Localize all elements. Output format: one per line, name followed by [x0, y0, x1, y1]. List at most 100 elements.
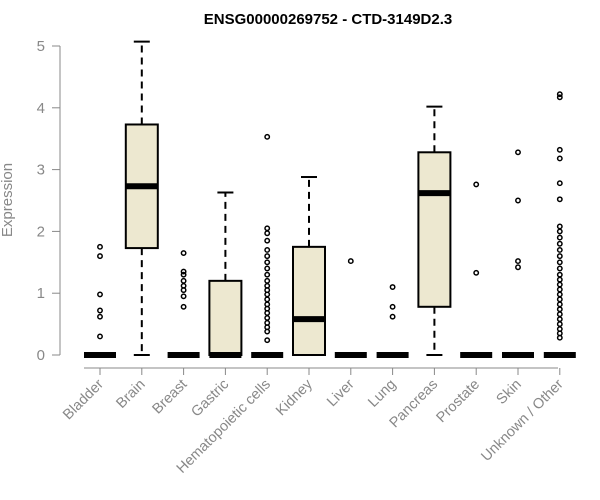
box-group — [543, 91, 576, 358]
box-series — [84, 40, 576, 358]
x-tick-label: Lung — [365, 377, 399, 411]
outlier-point — [556, 196, 563, 203]
outlier-point — [556, 316, 563, 323]
outlier-point — [556, 281, 563, 288]
outlier-point — [97, 253, 103, 260]
y-tick-label: 4 — [37, 100, 45, 117]
box-body — [292, 245, 326, 357]
box-group — [208, 191, 243, 358]
outlier-point — [515, 258, 521, 265]
outlier-point — [180, 282, 187, 289]
outlier-point — [556, 321, 563, 328]
box-group — [502, 149, 534, 358]
box-group — [167, 250, 200, 358]
y-axis-ticks: 0 1 2 3 4 5 — [37, 38, 60, 364]
outlier-point — [264, 237, 271, 244]
y-tick-label: 1 — [37, 285, 45, 302]
outlier-point — [264, 133, 271, 140]
x-tick-label: Breast — [149, 377, 190, 418]
outlier-point — [264, 301, 271, 308]
outlier-point — [473, 181, 480, 188]
outlier-point — [515, 197, 521, 204]
box-body — [208, 279, 243, 356]
outlier-point — [556, 146, 563, 153]
outlier-point — [556, 240, 563, 247]
outlier-point — [264, 265, 271, 272]
y-tick-label: 0 — [37, 347, 45, 364]
outlier-point — [556, 253, 563, 260]
outlier-point — [264, 337, 271, 344]
outlier-point — [556, 306, 563, 313]
x-tick-label: Prostate — [434, 377, 483, 426]
box-group — [460, 181, 493, 358]
outlier-point — [556, 180, 563, 187]
outlier-point — [556, 311, 563, 318]
outlier-point — [556, 296, 563, 303]
outlier-point — [180, 303, 187, 310]
x-tick-label: Liver — [324, 376, 358, 410]
outlier-point — [264, 296, 271, 303]
x-tick-label: Skin — [494, 377, 525, 408]
outlier-point — [264, 246, 271, 253]
chart-title: ENSG00000269752 - CTD-3149D2.3 — [204, 11, 452, 28]
box-group — [292, 176, 326, 357]
outlier-point — [515, 149, 521, 156]
outlier-point — [97, 243, 103, 250]
outlier-point — [556, 234, 563, 241]
outlier-point — [389, 313, 396, 320]
outlier-point — [556, 259, 563, 266]
outlier-point — [97, 307, 103, 314]
outlier-point — [556, 223, 563, 230]
outlier-point — [97, 291, 103, 298]
box-group — [334, 258, 367, 358]
y-tick-label: 3 — [37, 162, 45, 179]
outlier-point — [180, 271, 187, 278]
outlier-point — [264, 225, 271, 232]
outlier-point — [556, 155, 563, 162]
outlier-point — [556, 94, 563, 101]
outlier-point — [264, 319, 271, 326]
outlier-point — [264, 277, 271, 284]
x-tick-label: Bladder — [60, 376, 107, 423]
outlier-point — [180, 293, 187, 300]
outlier-point — [264, 253, 271, 260]
y-tick-label: 2 — [37, 223, 45, 240]
outlier-point — [556, 246, 563, 253]
box-group — [251, 133, 284, 358]
outlier-point — [515, 264, 521, 271]
box-group — [84, 243, 116, 358]
outlier-point — [556, 271, 563, 278]
outlier-point — [180, 277, 187, 284]
outlier-point — [180, 250, 187, 256]
outlier-point — [180, 268, 187, 275]
outlier-point — [264, 230, 271, 237]
x-tick-label: Brain — [113, 377, 148, 412]
outlier-point — [389, 303, 396, 310]
outlier-point — [556, 326, 563, 332]
box-group — [417, 105, 452, 356]
box-group — [124, 40, 159, 356]
y-tick-label: 5 — [37, 38, 45, 55]
outlier-point — [556, 265, 563, 272]
y-axis-title: Expression — [0, 163, 16, 237]
x-tick-label: Kidney — [273, 376, 316, 419]
outlier-point — [556, 228, 563, 235]
box-body — [417, 151, 452, 308]
outlier-point — [556, 291, 563, 298]
outlier-point — [556, 286, 563, 293]
outlier-point — [556, 301, 563, 308]
outlier-point — [556, 91, 563, 98]
box-group — [376, 284, 409, 358]
outlier-point — [264, 314, 271, 321]
outlier-point — [97, 333, 103, 340]
outlier-point — [264, 259, 271, 266]
outlier-point — [473, 269, 480, 276]
outlier-point — [264, 271, 271, 278]
outlier-point — [97, 313, 103, 320]
outlier-point — [347, 258, 354, 265]
outlier-point — [556, 276, 563, 283]
outlier-point — [389, 284, 396, 290]
outlier-point — [264, 282, 271, 289]
